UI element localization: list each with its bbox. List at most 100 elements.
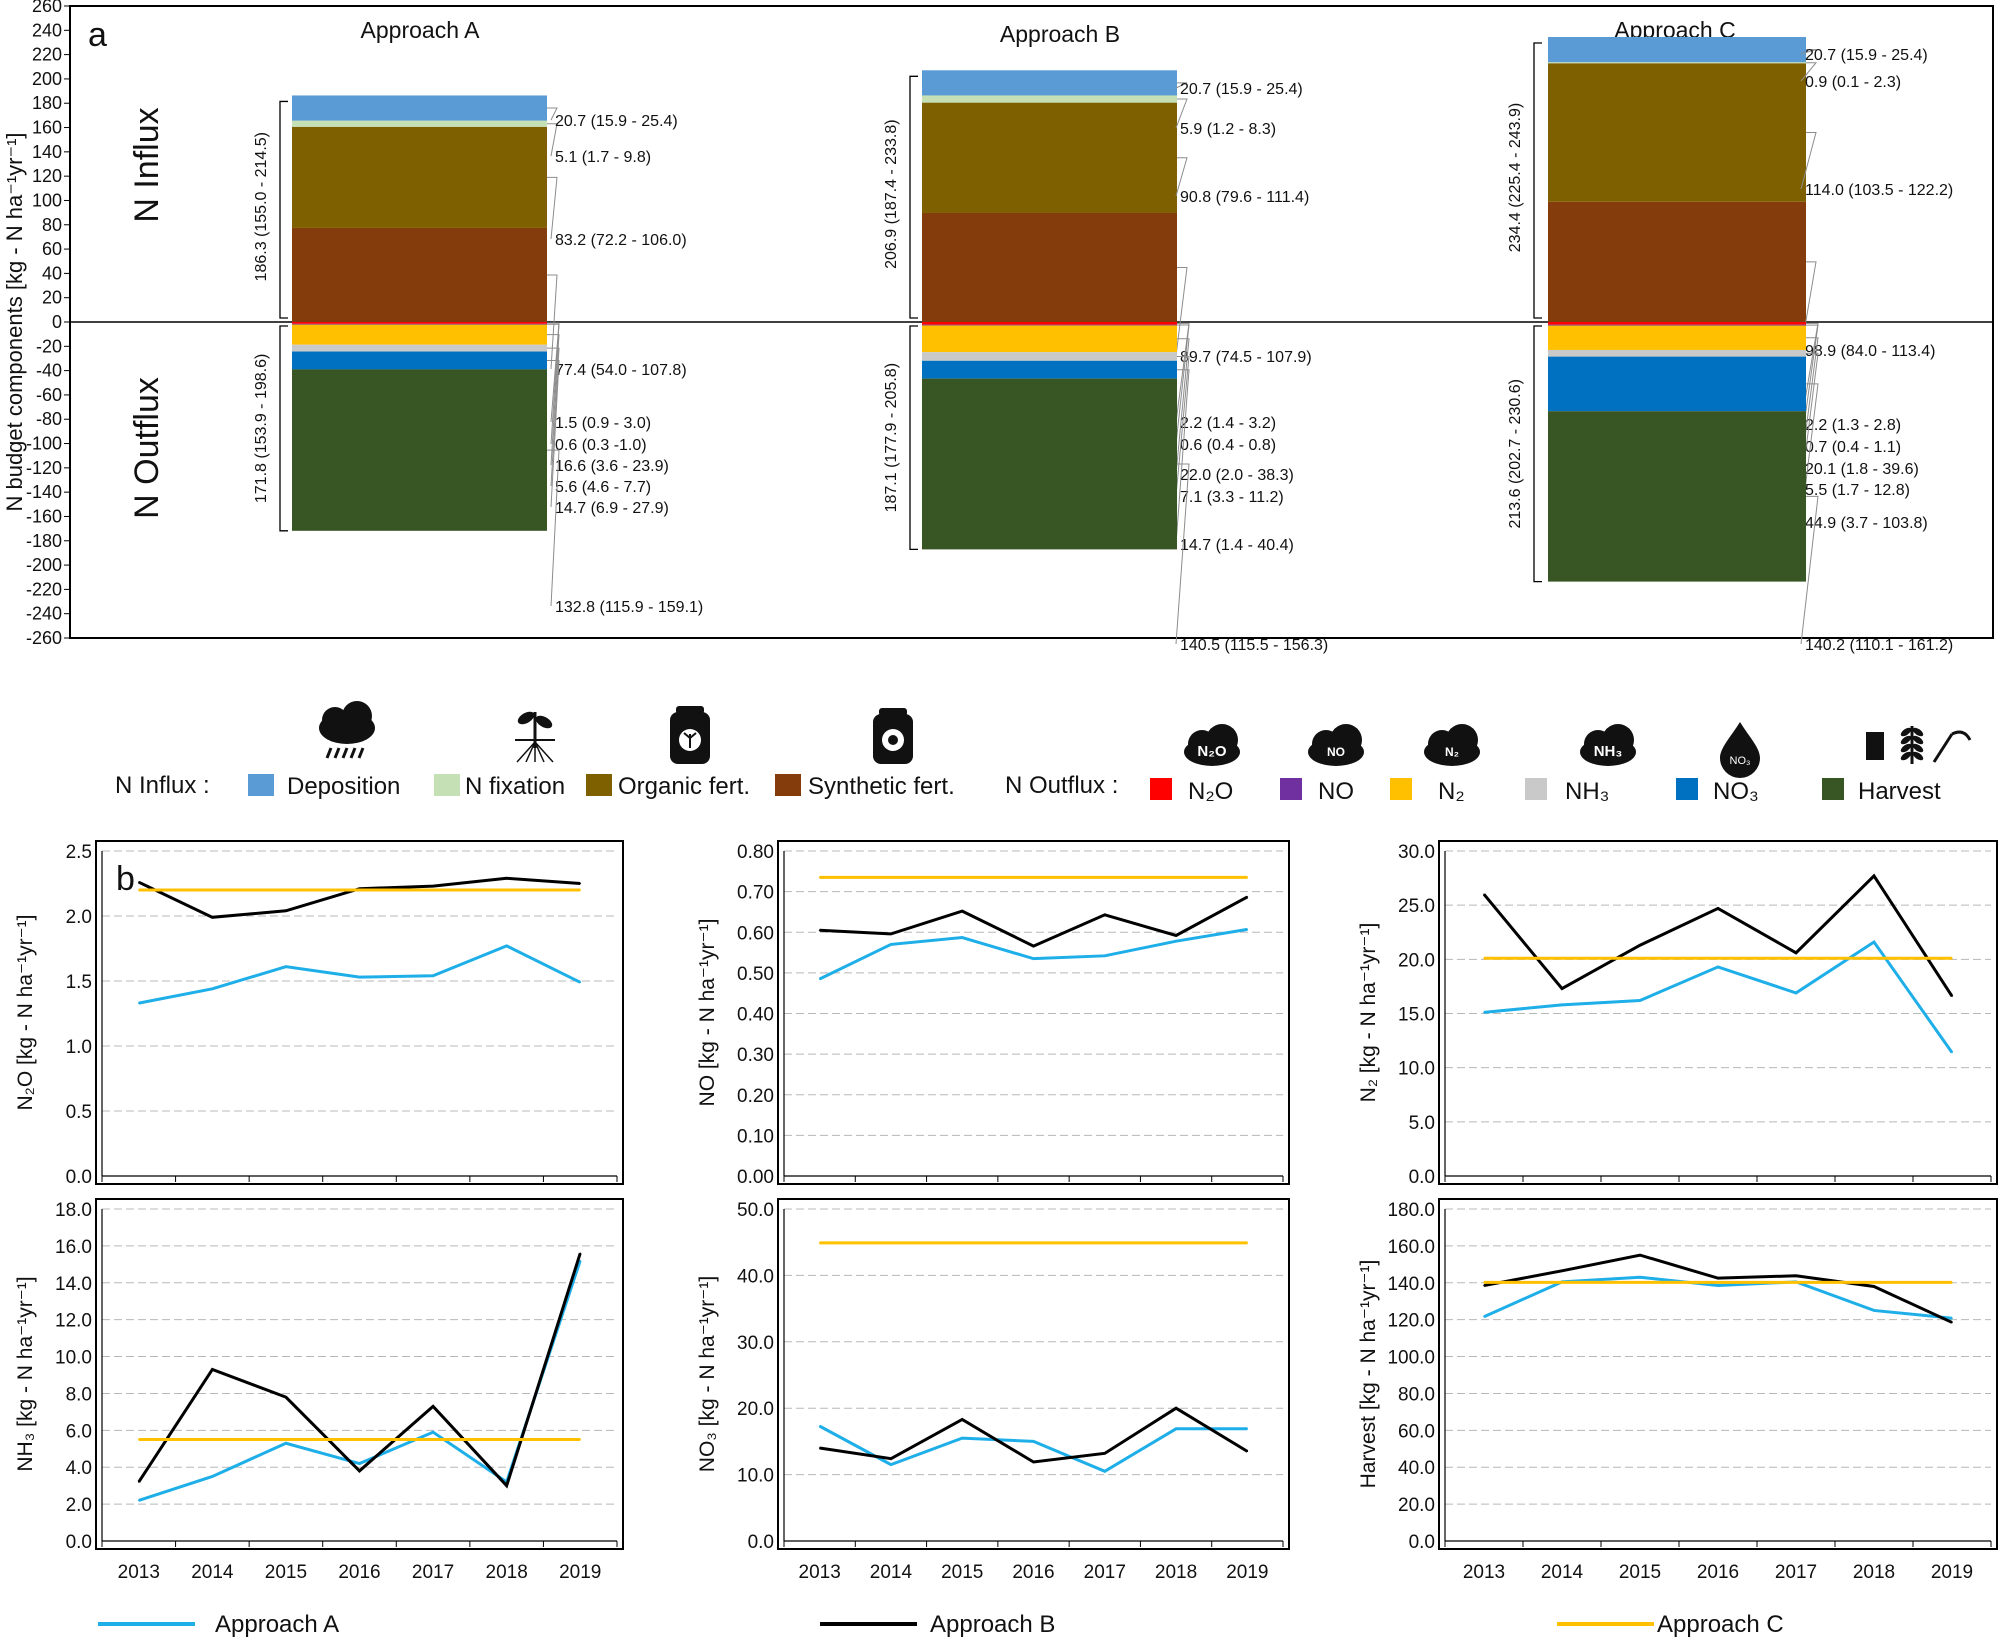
- data-point: [432, 1438, 434, 1441]
- data-point: [1951, 957, 1953, 960]
- line-chart-b4: 0.0 2.0 4.0 6.0 8.0 10.0 12.0 14.0 16.0 18.0 2013 2…: [14, 1198, 624, 1583]
- legend-label-no: NO: [1318, 778, 1354, 805]
- x-tick-label: 2013: [799, 1562, 841, 1583]
- series-line-approach-b: [137, 1252, 582, 1489]
- x-tick-label: 2014: [1541, 1562, 1584, 1583]
- y-tick-label: -240: [26, 604, 62, 624]
- bar-segment-n-fixation: [1548, 62, 1806, 64]
- svg-text:N₂: N₂: [1445, 745, 1459, 759]
- bar-group-approach-a: Approach A 77.4 (54.0 - 107.8) 83.2 (72.2 …: [253, 17, 703, 616]
- y-tick-label: -80: [36, 409, 62, 429]
- x-tick-label: 2015: [265, 1562, 307, 1583]
- data-point: [1717, 957, 1719, 960]
- influx-total-label: 206.9 (187.4 - 233.8): [883, 119, 900, 268]
- y-tick-label: 100.0: [1387, 1348, 1435, 1369]
- legend-label-n-fixation: N fixation: [465, 773, 565, 800]
- data-point: [1246, 1427, 1249, 1430]
- y-tick-label: 60.0: [1398, 1421, 1435, 1442]
- legend-outflux-title: N Outflux :: [1005, 772, 1118, 799]
- bar-segment-n₂o: [922, 322, 1177, 325]
- chart-frame: [1438, 1198, 1998, 1550]
- bar-segment-deposition: [1548, 36, 1806, 63]
- y-tick-label: 30.0: [1398, 842, 1435, 863]
- data-point: [1246, 896, 1249, 898]
- y-tick-label: 20.0: [1398, 1495, 1435, 1516]
- bar-segment-no: [292, 323, 547, 325]
- bar-group-approach-b: Approach B 89.7 (74.5 - 107.9) 90.8 (79.6 …: [883, 21, 1328, 654]
- x-tick-label: 2015: [1619, 1562, 1661, 1583]
- value-label: 20.7 (15.9 - 25.4): [555, 113, 678, 130]
- line-chart-b2: 0.00 0.10 0.20 0.30 0.40 0.50 0.60 0.70 0.80 NO […: [696, 840, 1290, 1188]
- bar-segment-nh₃: [922, 352, 1177, 361]
- data-point: [961, 876, 964, 879]
- influx-total-label: 186.3 (155.0 - 214.5): [253, 132, 270, 281]
- y-tick-label: 5.0: [1409, 1113, 1435, 1134]
- svg-text:NH₃: NH₃: [1594, 743, 1623, 760]
- data-point: [358, 1470, 361, 1472]
- leader-line: [547, 123, 558, 157]
- y-tick-label: 10.0: [55, 1348, 92, 1369]
- series-line-approach-a: [818, 1424, 1248, 1473]
- y-tick-label: 60: [42, 239, 62, 259]
- data-point: [211, 1475, 214, 1478]
- data-point: [961, 1418, 964, 1421]
- y-tick-label: -220: [26, 579, 62, 599]
- bar-segment-organic-fert: [292, 126, 547, 228]
- leader-line: [547, 322, 560, 423]
- data-point: [961, 936, 964, 939]
- leader-line: [1800, 62, 1818, 82]
- y-tick-label: 80: [42, 215, 62, 235]
- legend-label: Approach C: [1657, 1611, 1784, 1637]
- leader-line: [547, 274, 558, 370]
- data-point: [818, 978, 821, 980]
- data-point: [1103, 876, 1106, 879]
- data-point: [211, 988, 214, 990]
- legend-swatch-synthetic-fert: [775, 774, 801, 796]
- data-point: [1639, 1276, 1641, 1279]
- y-tick-label: 0.80: [737, 842, 774, 863]
- data-point: [818, 876, 821, 879]
- series-line-approach-b: [1482, 873, 1954, 997]
- data-point: [890, 1242, 892, 1244]
- data-point: [211, 1438, 214, 1441]
- series-legend-approach-b: Approach B: [820, 1611, 1055, 1637]
- y-tick-label: 18.0: [55, 1200, 92, 1221]
- data-point: [1483, 1281, 1485, 1284]
- y-tick-label: -180: [26, 531, 62, 551]
- y-tick-label: 40.0: [1398, 1458, 1435, 1479]
- data-point: [505, 889, 508, 891]
- y-tick-label: 1.0: [66, 1037, 92, 1058]
- leader-line: [547, 449, 560, 607]
- legend-swatch-deposition: [248, 774, 274, 796]
- bar-segment-n₂: [292, 324, 547, 345]
- nh3-cloud-icon: NH₃: [1580, 724, 1636, 766]
- y-tick-label: 50.0: [737, 1200, 774, 1221]
- y-tick-label: -140: [26, 482, 62, 502]
- bar-segment-no₃: [922, 360, 1177, 379]
- value-label: 20.1 (1.8 - 39.6): [1805, 461, 1919, 478]
- organic-fertilizer-bag-icon: [670, 706, 710, 764]
- y-tick-label: 140.0: [1387, 1274, 1435, 1295]
- leader-line: [1800, 337, 1819, 469]
- influx-bracket: [909, 75, 918, 319]
- legend-label-n₂: N₂: [1438, 778, 1465, 805]
- svg-text:N₂O: N₂O: [1197, 743, 1226, 760]
- data-point: [579, 981, 582, 984]
- y-axis-label: NO [kg - N ha⁻¹yr⁻¹]: [696, 919, 719, 1107]
- data-point: [285, 1442, 287, 1445]
- data-point: [1795, 952, 1797, 954]
- leader-line: [1800, 132, 1817, 190]
- value-label: 132.8 (115.9 - 159.1): [555, 599, 703, 616]
- value-label: 20.7 (15.9 - 25.4): [1805, 47, 1928, 64]
- panel-a-stacked-budget-chart: a260240220200180160140120100806040200-20…: [2, 0, 1994, 805]
- data-point: [358, 976, 361, 978]
- n-influx-label: N Influx: [128, 107, 166, 222]
- leader-line: [1800, 322, 1819, 425]
- line-chart-b6: 0.0 20.0 40.0 60.0 80.0 100.0 120.0 140.0 160.0 1…: [1357, 1198, 1998, 1583]
- data-point: [285, 1396, 287, 1398]
- y-tick-label: 40.0: [737, 1266, 774, 1287]
- data-point: [1795, 1274, 1797, 1277]
- data-point: [432, 889, 434, 891]
- n-outflux-label: N Outflux: [128, 377, 166, 519]
- x-tick-label: 2019: [559, 1562, 601, 1583]
